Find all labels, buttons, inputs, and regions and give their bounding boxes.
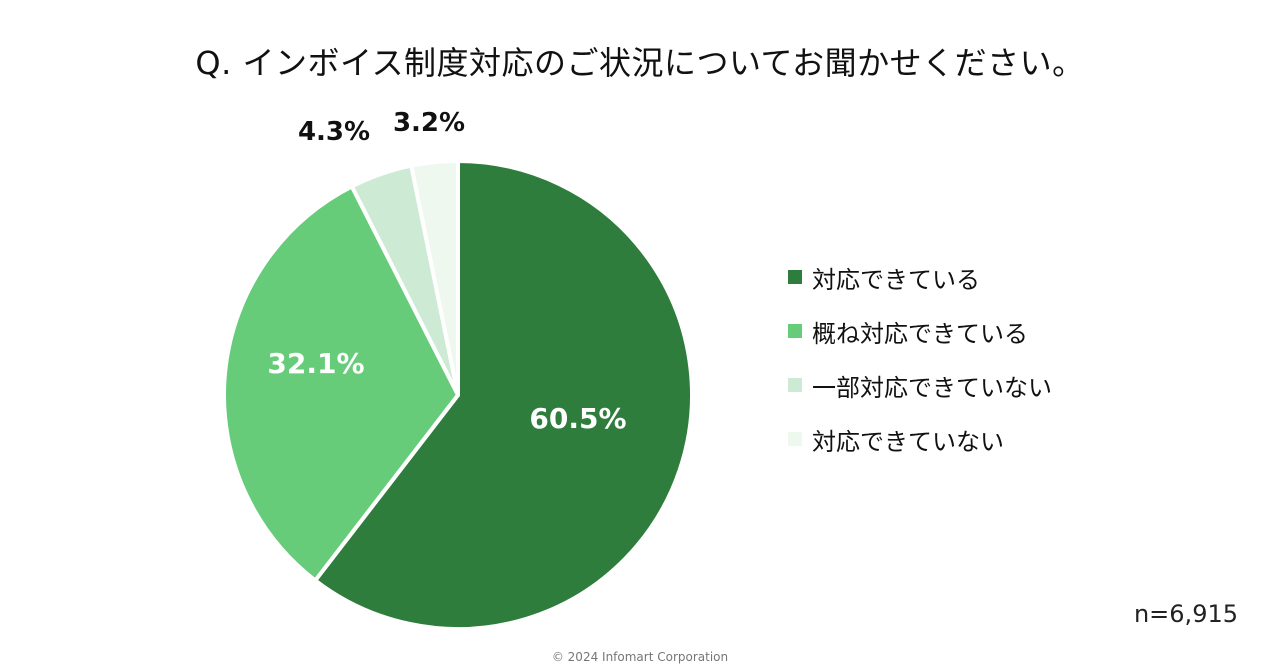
legend-label: 対応できていない bbox=[812, 427, 1004, 456]
slice-value-label: 3.2% bbox=[393, 108, 465, 138]
pie-slice bbox=[409, 159, 460, 397]
legend-item: 一部対応できていない bbox=[788, 358, 1052, 412]
slice-value-label: 60.5% bbox=[529, 402, 626, 435]
copyright-notice: © 2024 Infomart Corporation bbox=[551, 650, 729, 664]
legend-swatch bbox=[788, 378, 802, 392]
legend: 対応できている 概ね対応できている 一部対応できていない 対応できていない bbox=[788, 250, 1052, 466]
legend-item: 対応できていない bbox=[788, 412, 1052, 466]
pie-slice bbox=[313, 159, 694, 631]
legend-label: 一部対応できていない bbox=[812, 373, 1052, 402]
legend-swatch bbox=[788, 432, 802, 446]
legend-item: 対応できている bbox=[788, 250, 1052, 304]
slice-value-label: 32.1% bbox=[267, 347, 364, 380]
legend-label: 対応できている bbox=[812, 265, 980, 294]
legend-label: 概ね対応できている bbox=[812, 319, 1028, 348]
legend-item: 概ね対応できている bbox=[788, 304, 1052, 358]
legend-swatch bbox=[788, 270, 802, 284]
pie-slice bbox=[222, 184, 460, 583]
legend-swatch bbox=[788, 324, 802, 338]
sample-size-label: n=6,915 bbox=[1133, 600, 1238, 628]
chart-title: Q. インボイス制度対応のご状況についてお聞かせください。 bbox=[195, 44, 1085, 82]
slice-value-label: 4.3% bbox=[298, 117, 370, 147]
